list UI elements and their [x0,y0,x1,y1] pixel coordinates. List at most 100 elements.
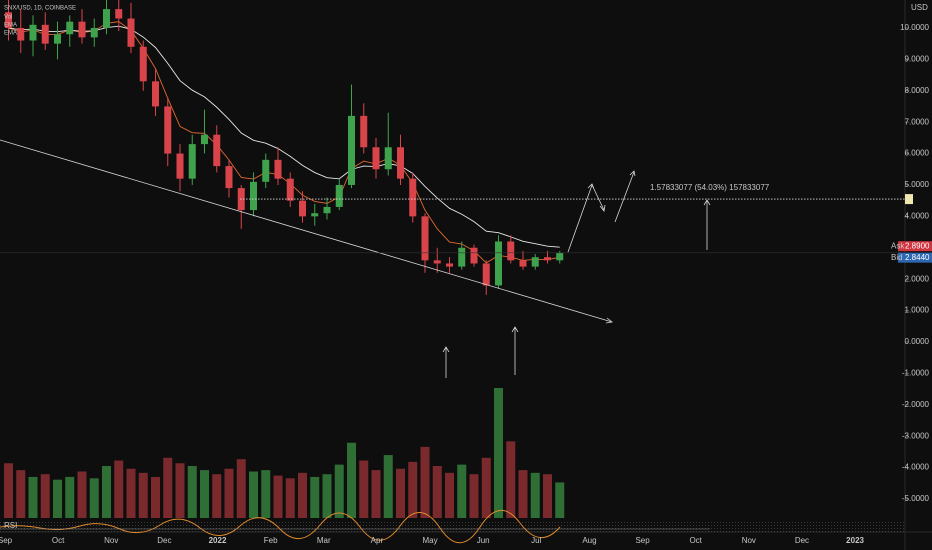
candle-body [372,147,380,170]
candle-body [335,184,343,207]
volume-bar [383,455,393,518]
time-tick-label: Apr [371,536,384,545]
candle-body [274,159,282,179]
ema-line [8,21,560,264]
volume-bar [249,471,258,518]
volume-bar [4,463,13,518]
candle-body [139,46,147,82]
volume-bar [543,474,552,518]
volume-bar [77,471,87,518]
volume-bar [175,463,185,518]
time-tick-label: Feb [264,536,278,545]
candle-body [311,213,319,217]
candle-body [348,115,355,185]
time-tick-label: Dec [157,536,171,545]
candle-body [397,147,404,179]
candle-body [188,144,196,179]
arrow-head [605,317,613,324]
price-tick-label: 7.0000 [905,117,930,126]
volume-bar [408,461,418,518]
candle-body [458,247,466,267]
candle-body [176,153,184,179]
price-tick-label: 4.0000 [905,211,930,220]
volume-bar [420,446,430,518]
candle-body [409,178,417,217]
candle-body [531,257,539,267]
indicator-label: EMA [4,23,17,29]
volume-bar [65,476,75,518]
volume-bar [89,478,99,518]
candle-body [360,115,368,148]
candle-body [127,18,135,47]
volume-bar [322,474,332,518]
candle-body [201,134,208,145]
volume-bar [445,472,454,518]
volume-bar [16,470,26,518]
candle-body [152,81,159,107]
volume-bar [469,474,479,518]
level-marker [905,194,913,205]
candle-body [286,178,294,201]
price-tick-label: 5.0000 [905,180,930,189]
currency-label: USD [911,3,928,12]
candle-body [225,166,233,189]
volume-bar [126,468,136,518]
price-tick-label: 1.0000 [905,306,930,315]
volume-bar [187,466,197,518]
price-tick-label: 0.0000 [905,337,930,346]
time-tick-label: Mar [317,536,331,545]
time-tick-label: Aug [582,536,596,545]
indicator-label: EMA [4,31,17,37]
volume-bar [40,474,50,518]
bid-value: 2.8440 [905,253,930,262]
ema-line [8,25,560,248]
candle-body [54,34,61,44]
volume-bar [298,472,307,518]
time-tick-label: Jul [531,536,541,545]
candle-body [507,241,515,261]
volume-bar [494,388,503,518]
candle-body [41,24,49,44]
time-tick-label: Sep [635,536,650,545]
candle-body [299,200,306,217]
rsi-label: RSI [4,521,17,530]
price-tick-label: 10.0000 [900,23,929,32]
volume-bar [28,476,38,518]
projection-path [567,170,636,253]
price-tick-label: 8.0000 [905,86,930,95]
time-tick-label: Jun [477,536,490,545]
price-tick-label: 6.0000 [905,149,930,158]
time-tick-label: May [422,536,437,545]
ask-box [898,241,932,252]
candle-body [250,181,257,211]
volume-bar [347,442,356,518]
time-tick-label: Oct [52,536,65,545]
rsi-pane [0,520,905,532]
time-tick-label: 2022 [209,536,227,545]
time-tick-label: Nov [104,536,118,545]
price-tick-label: 2.0000 [905,274,930,283]
candle-body [90,27,98,38]
bid-box [898,252,932,263]
volume-bar [396,468,405,518]
volume-bar [310,476,320,518]
candle-body [556,252,564,261]
candle-body [115,9,123,19]
candle-body [164,106,172,154]
candle-body [384,147,392,170]
symbol-title: SNX/USD, 1D, COINBASE [4,6,76,12]
candle-body [17,27,25,41]
price-tick-label: -1.0000 [902,368,930,377]
volume-bar [359,460,369,518]
volume-bar [200,470,209,518]
candle-body [78,21,86,38]
time-tick-label: Nov [742,536,756,545]
price-tick-label: 9.0000 [905,54,930,63]
volume-bar [236,459,246,518]
volume-bar [334,464,344,518]
up-arrow [442,346,450,378]
candle-body [482,263,490,286]
price-tick-label: -3.0000 [902,431,930,440]
trend-line [0,139,613,323]
volume-bar [114,460,124,518]
